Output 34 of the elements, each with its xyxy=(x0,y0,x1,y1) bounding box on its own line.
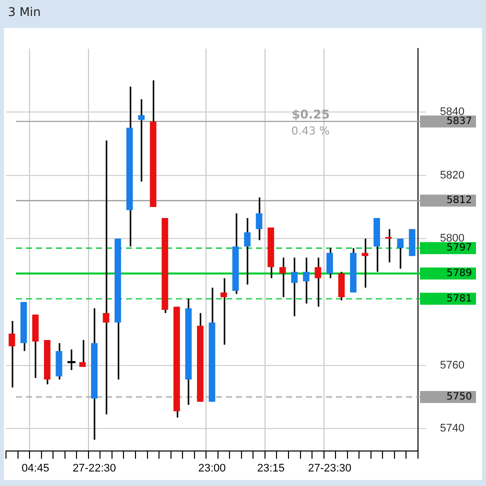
annotation: 0.43 % xyxy=(291,124,330,138)
candlestick xyxy=(397,238,404,270)
x-tick-label: 23:15 xyxy=(257,462,285,474)
x-tick-label: 23:00 xyxy=(198,462,226,474)
candlestick xyxy=(291,256,298,317)
y-tick-label: 5740 xyxy=(440,422,464,435)
x-tick-label: 27-23:30 xyxy=(308,462,352,474)
ref-line-label: 5781 xyxy=(446,293,472,304)
candlestick xyxy=(279,256,286,298)
candlestick xyxy=(8,320,16,388)
candlestick xyxy=(314,256,322,308)
candlestick xyxy=(102,140,110,416)
candlestick xyxy=(326,247,333,279)
chart-title: 3 Min xyxy=(0,0,486,24)
ref-line-label: 5797 xyxy=(446,242,472,254)
candlestick xyxy=(338,271,345,302)
candlestick xyxy=(138,98,145,182)
candlestick xyxy=(220,277,228,346)
x-tick-label: 27-22:30 xyxy=(72,462,116,474)
candlestick xyxy=(362,238,368,288)
ref-line-label: 5812 xyxy=(446,195,472,206)
candlestick xyxy=(256,196,262,241)
y-tick-label: 5760 xyxy=(440,359,464,372)
candlestick xyxy=(302,256,310,304)
annotation: $0.25 xyxy=(292,108,330,122)
y-tick-label: 5840 xyxy=(440,106,464,118)
ref-line-label: 5789 xyxy=(446,268,472,280)
candlestick xyxy=(79,339,86,368)
candlestick xyxy=(385,228,392,264)
ref-line-label: 5837 xyxy=(446,116,472,128)
y-tick-label: 5820 xyxy=(440,169,464,182)
ref-line-label: 5750 xyxy=(446,392,472,403)
candlestick xyxy=(244,217,251,286)
x-tick-label: 04:45 xyxy=(22,462,50,474)
